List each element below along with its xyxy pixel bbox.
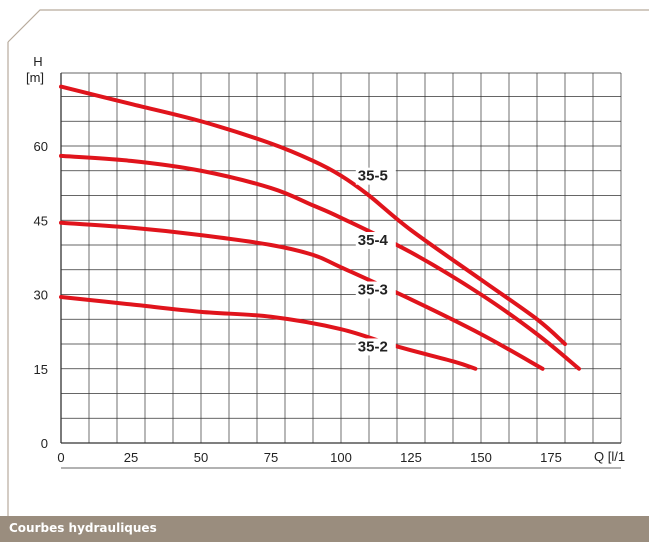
y-tick-label: 15 xyxy=(34,362,48,377)
x-tick-label: 175 xyxy=(540,450,562,465)
x-axis-title: Q [l/1 xyxy=(594,449,625,464)
series-line-35-3 xyxy=(59,220,545,371)
series-labels: 35-5 35-4 35-3 35-2 xyxy=(355,167,396,356)
series-line-35-4 xyxy=(59,153,581,371)
series-label-bg xyxy=(355,338,396,356)
x-tick-label: 50 xyxy=(194,450,208,465)
x-tick-label: 150 xyxy=(470,450,492,465)
series-label-bg xyxy=(355,167,396,185)
y-tick-label: 0 xyxy=(41,436,48,451)
y-tick-label: 45 xyxy=(34,213,48,228)
series-label-bg xyxy=(355,281,396,299)
tick-labels: 0 25 50 75 100 125 150 175 0 15 30 45 60 xyxy=(34,139,562,465)
x-tick-label: 0 xyxy=(57,450,64,465)
axes: H [m] Q [l/1 xyxy=(26,54,625,464)
y-tick-label: 60 xyxy=(34,139,48,154)
footer-bar: Courbes hydrauliques xyxy=(0,516,649,542)
grid xyxy=(60,72,622,469)
footer-title: Courbes hydrauliques xyxy=(9,521,157,535)
curves xyxy=(59,84,581,371)
series-line-35-2 xyxy=(59,294,478,371)
x-tick-label: 100 xyxy=(330,450,352,465)
y-axis-title: H xyxy=(33,54,42,69)
series-label-35-2: 35-2 xyxy=(358,338,388,355)
x-tick-label: 125 xyxy=(400,450,422,465)
series-label-35-5: 35-5 xyxy=(358,168,388,185)
series-line-35-5 xyxy=(59,84,567,346)
series-label-35-3: 35-3 xyxy=(358,282,388,299)
x-tick-label: 25 xyxy=(124,450,138,465)
series-label-35-4: 35-4 xyxy=(358,232,389,249)
y-tick-label: 30 xyxy=(34,288,48,303)
frame-border xyxy=(7,9,649,43)
hydraulic-chart: H [m] Q [l/1 0 25 50 75 100 125 150 175 0 15 30 45 6… xyxy=(26,54,625,469)
y-axis-unit: [m] xyxy=(26,70,44,85)
series-label-bg xyxy=(355,232,396,249)
x-tick-label: 75 xyxy=(264,450,278,465)
